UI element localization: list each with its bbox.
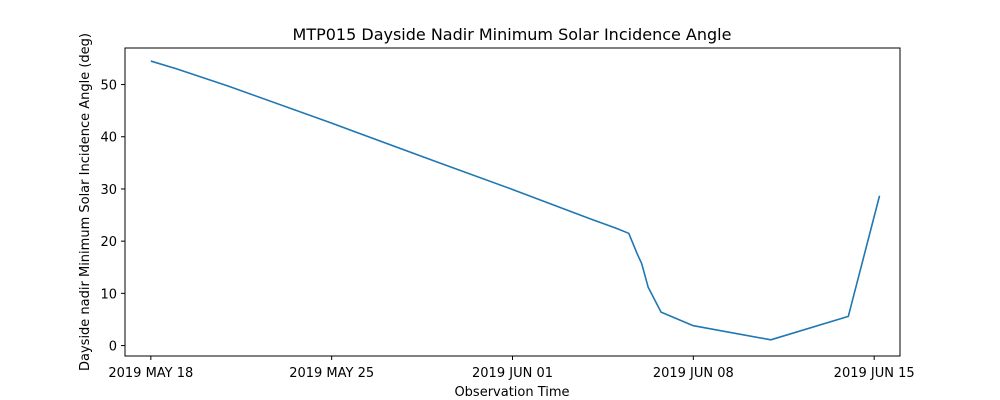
x-tick-label: 2019 MAY 18 [108,366,193,381]
x-tick-label: 2019 JUN 15 [834,366,915,381]
x-tick-label: 2019 JUN 01 [472,366,553,381]
plot-marks [150,60,881,341]
y-axis: 0 10 20 30 40 50 [100,79,125,355]
y-tick-label: 0 [109,340,117,355]
y-tick-label: 50 [100,79,117,94]
y-tick-label: 40 [100,131,117,146]
x-tick-label: 2019 JUN 08 [653,366,734,381]
x-tick-label: 2019 MAY 25 [289,366,374,381]
y-axis-label: Dayside nadir Minimum Solar Incidence An… [78,33,93,371]
x-axis-label: Observation Time [454,385,569,400]
y-tick-label: 30 [100,183,117,198]
x-axis: 2019 MAY 18 2019 MAY 25 2019 JUN 01 2019 JU… [108,356,915,381]
y-tick-label: 10 [100,287,117,302]
series-line [150,60,881,341]
chart-title: MTP015 Dayside Nadir Minimum Solar Incid… [293,25,732,44]
y-tick-label: 20 [100,235,117,250]
